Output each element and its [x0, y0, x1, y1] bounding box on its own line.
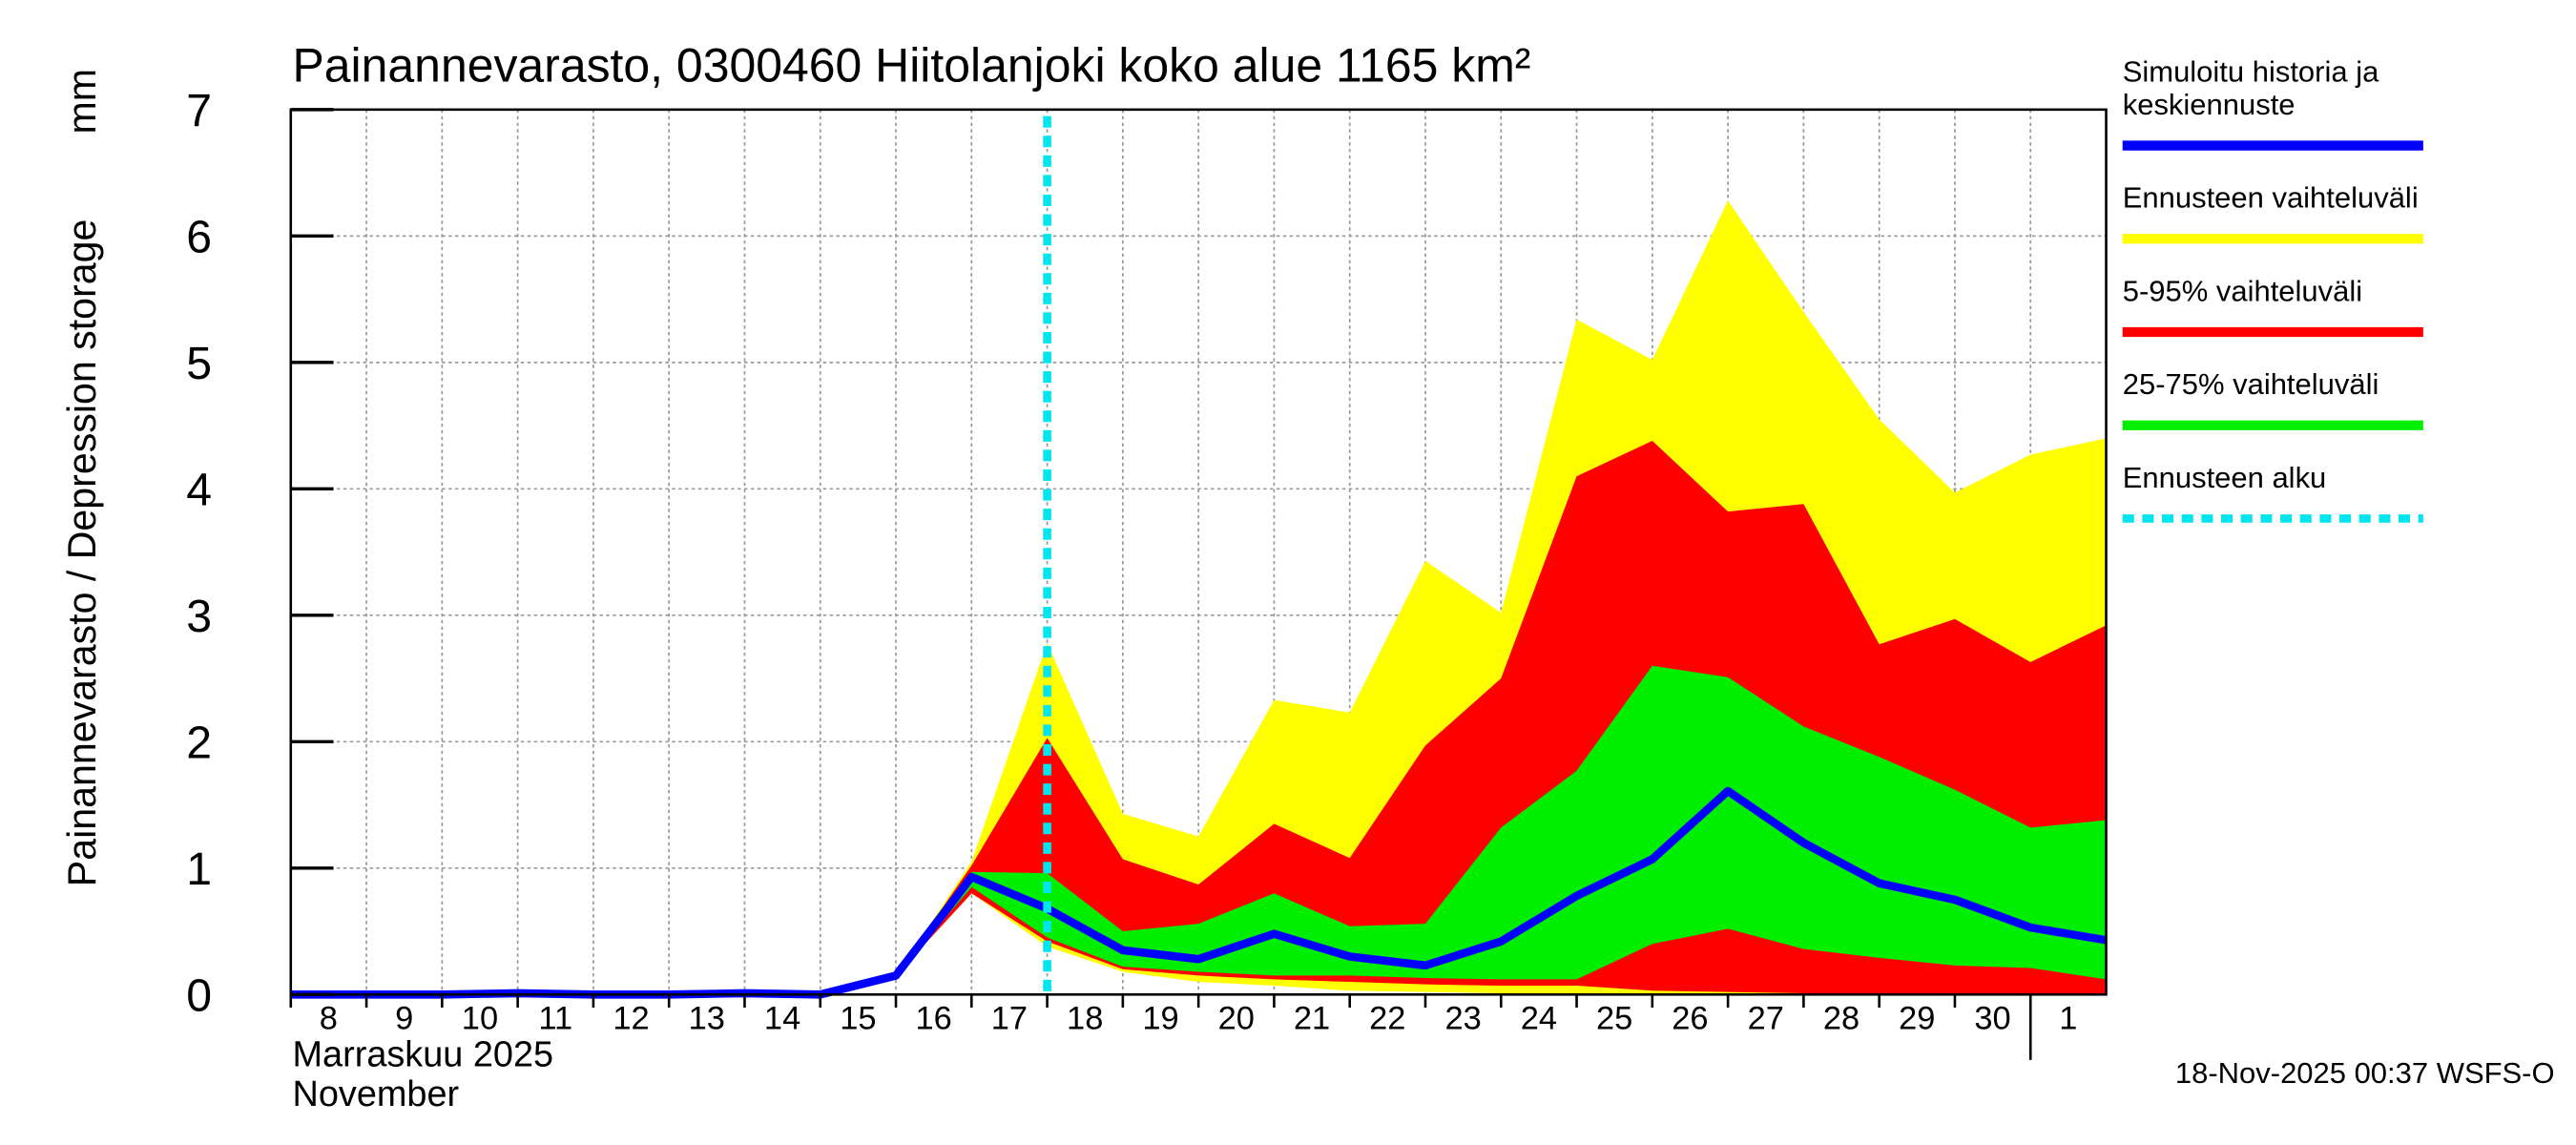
x-tick-label: 10 — [462, 1000, 498, 1036]
legend-label: 25-75% vaihteluväli — [2123, 367, 2379, 401]
x-tick-label: 24 — [1521, 1000, 1557, 1036]
y-axis-label: Painannevarasto / Depression storage — [60, 219, 104, 887]
x-tick-label: 14 — [764, 1000, 800, 1036]
y-tick-label: 7 — [186, 85, 212, 136]
x-tick-label: 18 — [1067, 1000, 1103, 1036]
y-tick-label: 1 — [186, 843, 212, 895]
legend-label: Ennusteen alku — [2123, 461, 2327, 494]
x-tick-label: 16 — [915, 1000, 951, 1036]
x-axis-label: November — [293, 1074, 460, 1114]
x-tick-label: 12 — [613, 1000, 649, 1036]
x-tick-label: 29 — [1899, 1000, 1935, 1036]
x-tick-label: 15 — [840, 1000, 876, 1036]
x-tick-label: 20 — [1218, 1000, 1255, 1036]
chart-title: Painannevarasto, 0300460 Hiitolanjoki ko… — [293, 39, 1531, 93]
x-tick-label: 23 — [1444, 1000, 1481, 1036]
x-tick-label: 17 — [991, 1000, 1028, 1036]
x-tick-label: 21 — [1294, 1000, 1330, 1036]
x-tick-label: 1 — [2059, 1000, 2077, 1036]
x-tick-label: 11 — [538, 1000, 572, 1036]
x-tick-label: 22 — [1369, 1000, 1405, 1036]
y-tick-label: 5 — [186, 338, 212, 389]
y-tick-label: 6 — [186, 212, 212, 263]
x-tick-label: 30 — [1974, 1000, 2010, 1036]
x-tick-label: 13 — [689, 1000, 725, 1036]
legend-label: Simuloitu historia ja keskiennuste — [2123, 55, 2379, 121]
x-tick-label: 27 — [1748, 1000, 1784, 1036]
x-tick-label: 9 — [395, 1000, 413, 1036]
y-tick-label: 3 — [186, 591, 212, 642]
y-tick-label: 4 — [186, 465, 212, 516]
x-tick-label: 26 — [1672, 1000, 1708, 1036]
legend-label: Ennusteen vaihteluväli — [2123, 181, 2419, 215]
range-band — [896, 665, 2107, 980]
footer: 18-Nov-2025 00:37 WSFS-O — [2175, 1056, 2555, 1090]
x-tick-label: 25 — [1596, 1000, 1632, 1036]
x-tick-label: 28 — [1823, 1000, 1859, 1036]
y-tick-label: 2 — [186, 718, 212, 769]
x-axis-label: Marraskuu 2025 — [293, 1035, 554, 1075]
legend-label: 5-95% vaihteluväli — [2123, 274, 2362, 307]
x-tick-label: 8 — [320, 1000, 338, 1036]
x-tick-label: 19 — [1142, 1000, 1178, 1036]
y-axis-unit: mm — [60, 69, 104, 135]
y-tick-label: 0 — [186, 970, 212, 1022]
